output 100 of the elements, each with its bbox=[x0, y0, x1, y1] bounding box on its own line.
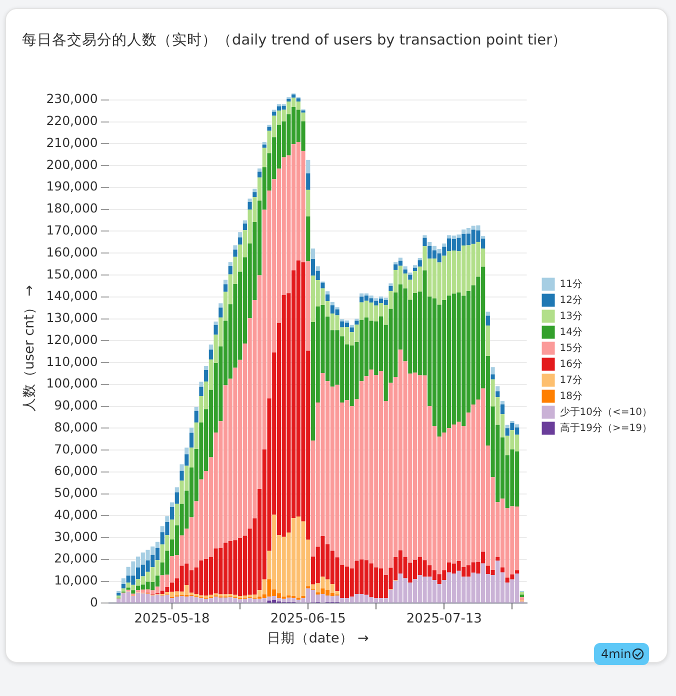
bar bbox=[233, 250, 238, 257]
legend-label: 12分 bbox=[560, 294, 583, 306]
bar bbox=[252, 192, 257, 198]
bar bbox=[296, 98, 300, 102]
bar bbox=[170, 502, 174, 507]
bar bbox=[174, 487, 179, 492]
bar bbox=[306, 216, 310, 262]
bar bbox=[520, 597, 524, 600]
bar bbox=[500, 567, 505, 572]
y-tick-label: 10,000 bbox=[54, 572, 98, 588]
chart-title: 每日各交易分的人数（实时）（daily trend of users by transaction point tier） bbox=[22, 31, 568, 48]
legend-label: 16分 bbox=[560, 358, 583, 370]
x-tick-label: 2025-05-18 bbox=[134, 611, 210, 626]
bar bbox=[403, 270, 408, 274]
bar bbox=[486, 326, 490, 356]
bar bbox=[262, 144, 266, 148]
legend-label: 少于10分（<=10） bbox=[560, 406, 652, 418]
legend-label: 11分 bbox=[560, 278, 583, 290]
bar bbox=[214, 324, 218, 335]
y-tick-label: 230,000 bbox=[46, 91, 98, 106]
legend-label: 18分 bbox=[560, 390, 583, 402]
y-tick-label: 170,000 bbox=[46, 222, 98, 238]
bar bbox=[388, 286, 393, 291]
bar bbox=[422, 238, 427, 246]
y-tick-label: 210,000 bbox=[46, 134, 98, 150]
x-tick-label: 2025-07-13 bbox=[406, 611, 482, 626]
bar bbox=[496, 391, 500, 398]
y-tick-label: 110,000 bbox=[46, 354, 98, 369]
bar bbox=[369, 296, 374, 298]
y-tick-label: 50,000 bbox=[54, 485, 98, 500]
bar bbox=[412, 265, 418, 268]
bar bbox=[428, 242, 432, 246]
bar bbox=[204, 370, 208, 382]
bar bbox=[442, 243, 446, 247]
bar bbox=[214, 322, 218, 325]
bar bbox=[496, 556, 500, 561]
bar bbox=[242, 224, 247, 230]
legend-label: 高于19分（>=19） bbox=[560, 422, 652, 434]
bar bbox=[189, 428, 194, 433]
bar bbox=[165, 516, 170, 522]
bar bbox=[121, 584, 126, 588]
bar bbox=[248, 198, 252, 202]
bar bbox=[131, 590, 136, 594]
bar bbox=[306, 160, 310, 174]
y-tick-label: 80,000 bbox=[54, 419, 98, 434]
bar bbox=[486, 316, 490, 326]
bar bbox=[180, 464, 184, 471]
legend-label: 13分 bbox=[560, 310, 583, 322]
y-tick-label: 90,000 bbox=[54, 398, 98, 413]
bar bbox=[160, 526, 164, 532]
y-tick-label: 120,000 bbox=[46, 332, 98, 347]
x-axis-title: 日期（date） → bbox=[266, 630, 369, 646]
y-tick-label: 0 bbox=[90, 594, 98, 610]
bar bbox=[350, 324, 354, 328]
y-tick-label: 100,000 bbox=[46, 376, 98, 391]
bar bbox=[496, 386, 500, 392]
y-tick-label: 70,000 bbox=[54, 441, 98, 456]
bar bbox=[398, 258, 402, 261]
bar bbox=[520, 594, 524, 598]
bar bbox=[354, 320, 359, 325]
bar bbox=[238, 232, 242, 238]
y-tick-label: 40,000 bbox=[54, 506, 98, 522]
bar bbox=[194, 406, 198, 411]
bar bbox=[194, 410, 198, 422]
y-tick-label: 60,000 bbox=[54, 463, 98, 478]
bar bbox=[228, 266, 232, 274]
bar bbox=[208, 344, 213, 350]
bar bbox=[262, 142, 266, 145]
bar bbox=[180, 470, 184, 481]
bar bbox=[500, 404, 505, 414]
y-tick-label: 140,000 bbox=[46, 288, 98, 304]
bar bbox=[301, 110, 306, 113]
bar bbox=[204, 366, 208, 370]
bar bbox=[184, 454, 189, 466]
bar bbox=[520, 592, 524, 595]
bar bbox=[184, 448, 189, 454]
bar bbox=[257, 172, 262, 178]
bar bbox=[121, 578, 126, 584]
bar bbox=[490, 367, 495, 374]
bar bbox=[320, 282, 325, 288]
bar bbox=[116, 592, 121, 596]
bar bbox=[248, 202, 252, 210]
bar bbox=[208, 350, 213, 360]
y-tick-label: 200,000 bbox=[46, 156, 98, 172]
legend-label: 17分 bbox=[560, 374, 583, 386]
bar bbox=[199, 386, 204, 396]
bar bbox=[228, 262, 232, 266]
x-tick-label: 2025-06-15 bbox=[270, 611, 346, 626]
bar bbox=[418, 260, 422, 267]
bar bbox=[422, 235, 427, 238]
bar bbox=[388, 283, 393, 286]
bar bbox=[301, 112, 306, 122]
bar bbox=[292, 94, 296, 98]
bar bbox=[500, 401, 505, 404]
y-tick-label: 180,000 bbox=[46, 200, 98, 216]
bar bbox=[306, 190, 310, 216]
y-axis-title: 人数（user cnt） → bbox=[22, 284, 38, 412]
y-tick-label: 30,000 bbox=[54, 528, 98, 544]
y-tick-label: 20,000 bbox=[54, 550, 98, 566]
bar bbox=[326, 291, 330, 294]
